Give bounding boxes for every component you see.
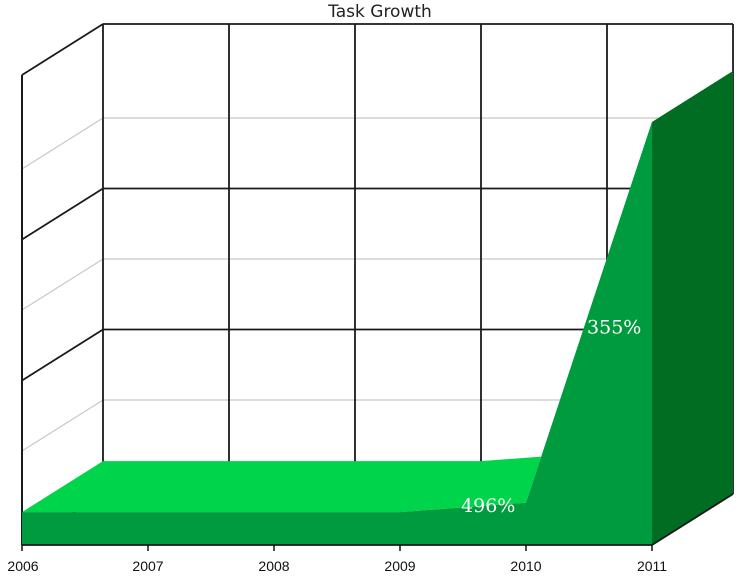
grid-line-major-wall	[21, 328, 104, 382]
grid-line-minor-wall	[21, 399, 104, 452]
area-series	[22, 71, 734, 546]
grid-line-major-wall	[21, 187, 104, 241]
floor-side-edge	[651, 493, 734, 546]
data-labels: 496% 355%	[461, 317, 641, 518]
x-tick-label: 2007	[132, 558, 163, 574]
x-tick-label: 2006	[7, 558, 38, 574]
grid-line-major-wall	[21, 23, 104, 76]
x-tick-label: 2011	[637, 558, 667, 574]
data-label: 355%	[587, 317, 641, 339]
data-label: 496%	[461, 495, 515, 517]
grid-line-minor-wall	[21, 258, 104, 311]
area-top-surface	[22, 71, 733, 513]
x-tick-label: 2008	[258, 558, 289, 574]
area-front-face	[22, 122, 652, 545]
area-side-face	[652, 71, 733, 545]
x-tick-label: 2010	[510, 558, 541, 574]
grid-line-minor-wall	[21, 117, 104, 170]
tick-labels: 2006 2007 2008 2009 2010 2011	[7, 545, 667, 574]
x-tick-label: 2009	[384, 558, 415, 574]
chart-title: Task Growth	[327, 2, 432, 22]
grid	[21, 23, 734, 546]
